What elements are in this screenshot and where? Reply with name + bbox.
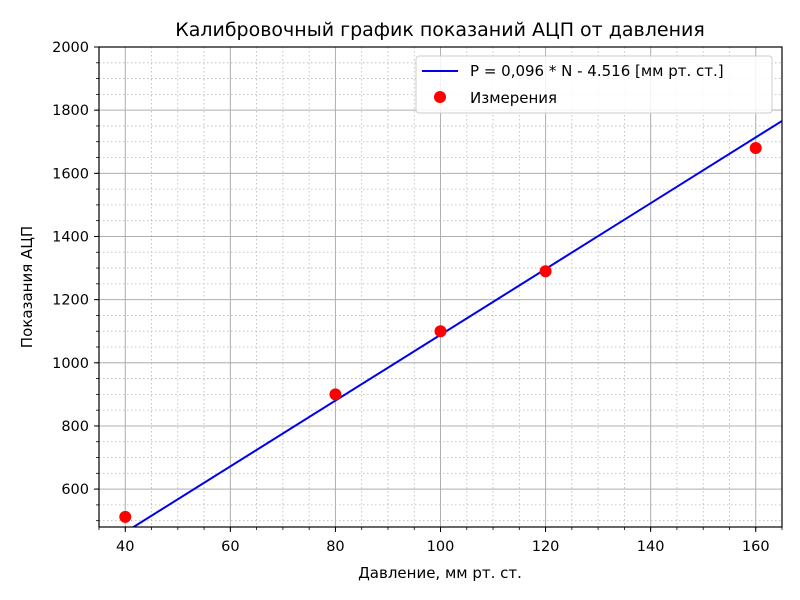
x-tick-label: 60: [221, 539, 239, 555]
legend: P = 0,096 * N - 4.516 [мм рт. ст.] Измер…: [415, 55, 773, 114]
chart-title: Калибровочный график показаний АЦП от да…: [175, 19, 705, 41]
y-tick-label: 2000: [52, 40, 89, 56]
y-tick-label: 1000: [52, 356, 89, 372]
x-tick-label: 140: [637, 539, 665, 555]
x-tick-label: 80: [326, 539, 344, 555]
tick-labels: 40 60 80 100 120 140 160 600 800 1000 1200 1400 1600…: [52, 40, 769, 555]
legend-box: [415, 55, 773, 114]
legend-label-measurements: Измерения: [470, 89, 557, 107]
x-tick-label: 40: [116, 539, 134, 555]
legend-marker-swatch: [434, 91, 446, 103]
x-tick-label: 120: [532, 539, 560, 555]
measurement-point: [119, 510, 132, 523]
y-tick-label: 600: [61, 482, 89, 498]
measurement-point: [434, 325, 447, 338]
x-tick-label: 160: [742, 539, 770, 555]
y-tick-label: 1800: [52, 103, 89, 119]
y-axis-label: Показания АЦП: [18, 226, 36, 348]
y-tick-label: 1400: [52, 229, 89, 245]
x-axis-label: Давление, мм рт. ст.: [358, 564, 522, 582]
fit-line: [131, 120, 782, 527]
legend-label-fit-line: P = 0,096 * N - 4.516 [мм рт. ст.]: [470, 62, 724, 80]
y-tick-label: 1600: [52, 166, 89, 182]
axis-ticks: [94, 46, 783, 532]
measurement-point: [749, 142, 762, 155]
y-tick-label: 1200: [52, 293, 89, 309]
measurement-point: [329, 388, 342, 401]
x-tick-label: 100: [427, 539, 455, 555]
measurement-point: [539, 265, 552, 278]
series-layer: [119, 120, 782, 527]
y-tick-label: 800: [61, 419, 89, 435]
